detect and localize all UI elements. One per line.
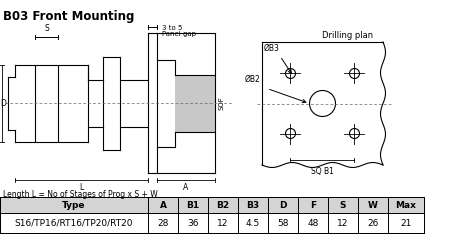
Text: 36: 36: [187, 219, 199, 227]
Text: ØB2: ØB2: [244, 75, 260, 83]
Text: 12: 12: [337, 219, 349, 227]
Text: 12: 12: [217, 219, 228, 227]
Text: D: D: [279, 201, 287, 209]
Text: ØB3: ØB3: [264, 44, 280, 53]
Text: Length L = No of Stages of Prog x S + W: Length L = No of Stages of Prog x S + W: [3, 190, 158, 199]
Text: B3: B3: [246, 201, 260, 209]
Bar: [0, 213, 424, 233]
Text: SOF: SOF: [219, 96, 225, 110]
Text: A: A: [159, 201, 166, 209]
Text: D: D: [0, 99, 6, 107]
Text: S16/TP16/RT16/TP20/RT20: S16/TP16/RT16/TP20/RT20: [15, 219, 133, 227]
Text: S: S: [340, 201, 346, 209]
Text: L: L: [79, 183, 83, 192]
Text: 48: 48: [307, 219, 319, 227]
Text: Drilling plan: Drilling plan: [322, 31, 373, 40]
Text: A: A: [183, 183, 189, 192]
Text: B2: B2: [217, 201, 229, 209]
Text: SQ B1: SQ B1: [311, 167, 334, 176]
Text: F: F: [310, 201, 316, 209]
Text: Panel gap: Panel gap: [162, 31, 196, 37]
Text: Type: Type: [62, 201, 86, 209]
Text: 21: 21: [401, 219, 412, 227]
Text: 26: 26: [367, 219, 379, 227]
Text: 3 to 5: 3 to 5: [162, 25, 182, 31]
Text: Max: Max: [396, 201, 417, 209]
Bar: [175, 75, 215, 132]
Text: S: S: [44, 24, 49, 33]
Text: W: W: [368, 201, 378, 209]
Text: 28: 28: [157, 219, 169, 227]
Bar: [0, 197, 424, 213]
Text: B03 Front Mounting: B03 Front Mounting: [3, 10, 134, 23]
Text: B1: B1: [186, 201, 200, 209]
Text: 58: 58: [277, 219, 289, 227]
Text: 4.5: 4.5: [246, 219, 260, 227]
